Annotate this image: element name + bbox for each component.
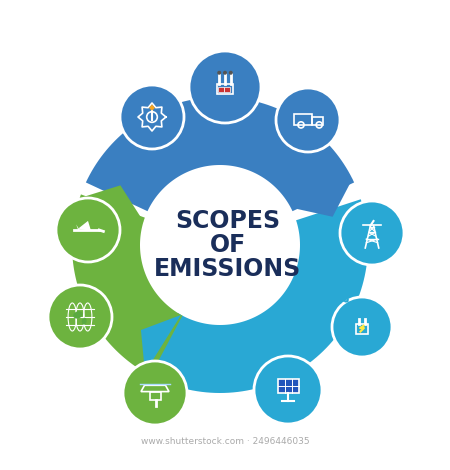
Polygon shape	[149, 104, 155, 111]
Polygon shape	[78, 221, 91, 230]
Polygon shape	[76, 224, 80, 230]
Bar	[356, 324, 368, 334]
Polygon shape	[86, 97, 354, 211]
Polygon shape	[142, 199, 368, 393]
Circle shape	[217, 71, 221, 75]
Circle shape	[223, 71, 227, 75]
Text: OF: OF	[210, 233, 246, 257]
Text: www.shutterstock.com · 2496446035: www.shutterstock.com · 2496446035	[141, 438, 309, 446]
Bar	[150, 392, 161, 400]
Circle shape	[123, 361, 187, 425]
Circle shape	[189, 51, 261, 123]
Polygon shape	[141, 315, 181, 373]
Circle shape	[254, 356, 322, 424]
Bar	[218, 87, 224, 92]
Text: SCOPE 2: SCOPE 2	[314, 240, 350, 306]
Text: EMISSIONS: EMISSIONS	[154, 257, 302, 281]
Text: SCOPES: SCOPES	[176, 209, 280, 233]
Ellipse shape	[73, 311, 83, 319]
Circle shape	[56, 198, 120, 262]
Text: SCOPE 1: SCOPE 1	[225, 146, 291, 160]
Bar	[224, 87, 230, 92]
Ellipse shape	[82, 318, 87, 325]
Circle shape	[276, 88, 340, 152]
Circle shape	[120, 85, 184, 149]
Text: SCOPE 3: SCOPE 3	[101, 227, 139, 293]
Bar	[278, 379, 298, 393]
Bar	[217, 84, 233, 94]
Polygon shape	[72, 195, 182, 376]
Circle shape	[340, 201, 404, 265]
Bar	[294, 114, 312, 125]
Circle shape	[332, 297, 392, 357]
Polygon shape	[80, 185, 144, 221]
Circle shape	[48, 285, 112, 349]
Circle shape	[229, 71, 233, 75]
Polygon shape	[291, 179, 352, 217]
Bar	[312, 117, 323, 125]
